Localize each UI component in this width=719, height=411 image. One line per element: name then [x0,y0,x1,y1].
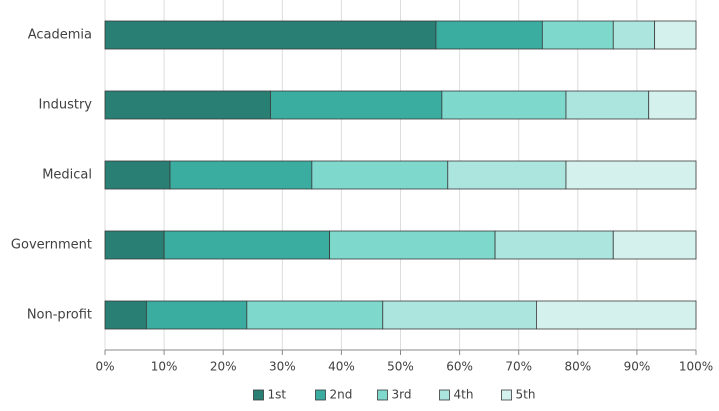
x-tick-label: 0% [95,360,114,374]
bar-segment [435,20,543,50]
x-tick-label: 10% [151,360,178,374]
bar-segment [654,20,697,50]
bar-segment [104,90,271,120]
bar-segment [246,300,384,330]
bar-segment [169,160,313,190]
legend-swatch [501,389,512,401]
bar-segment [104,160,171,190]
bar-segment [163,230,330,260]
y-tick-label: Non-profit [27,308,92,323]
bar-segment [494,230,614,260]
legend-swatch [377,389,388,401]
x-tick-label: 90% [624,360,651,374]
bar-segment [104,300,147,330]
bar-segment [311,160,449,190]
bar-segment [270,90,443,120]
bar-segment [104,230,165,260]
bar-segment [565,160,697,190]
legend-label: 3rd [392,388,412,402]
bar-segment [541,20,614,50]
x-tick-label: 80% [564,360,591,374]
x-tick-label: 50% [387,360,414,374]
bar-segment [145,300,248,330]
x-tick-label: 30% [269,360,296,374]
bar-segment [441,90,567,120]
y-tick-label: Academia [28,28,92,43]
legend-label: 5th [516,388,536,402]
bar-segment [104,20,437,50]
bar-segment [536,300,697,330]
x-tick-label: 60% [446,360,473,374]
y-tick-label: Medical [42,168,92,183]
bar-segment [612,230,697,260]
legend-swatch [315,389,326,401]
y-tick-label: Government [11,238,92,253]
x-tick-label: 40% [328,360,355,374]
x-tick-label: 70% [505,360,532,374]
bar-segment [329,230,496,260]
bar-segment [447,160,567,190]
legend-label: 4th [454,388,474,402]
legend-label: 1st [268,388,287,402]
x-tick-label: 100% [679,360,713,374]
bar-segment [612,20,656,50]
bar-segment [382,300,537,330]
legend-swatch [439,389,450,401]
y-tick-label: Industry [39,98,93,113]
legend-label: 2nd [330,388,353,402]
x-tick-label: 20% [210,360,237,374]
bar-segment [565,90,650,120]
legend-swatch [253,389,264,401]
bar-segment [648,90,697,120]
